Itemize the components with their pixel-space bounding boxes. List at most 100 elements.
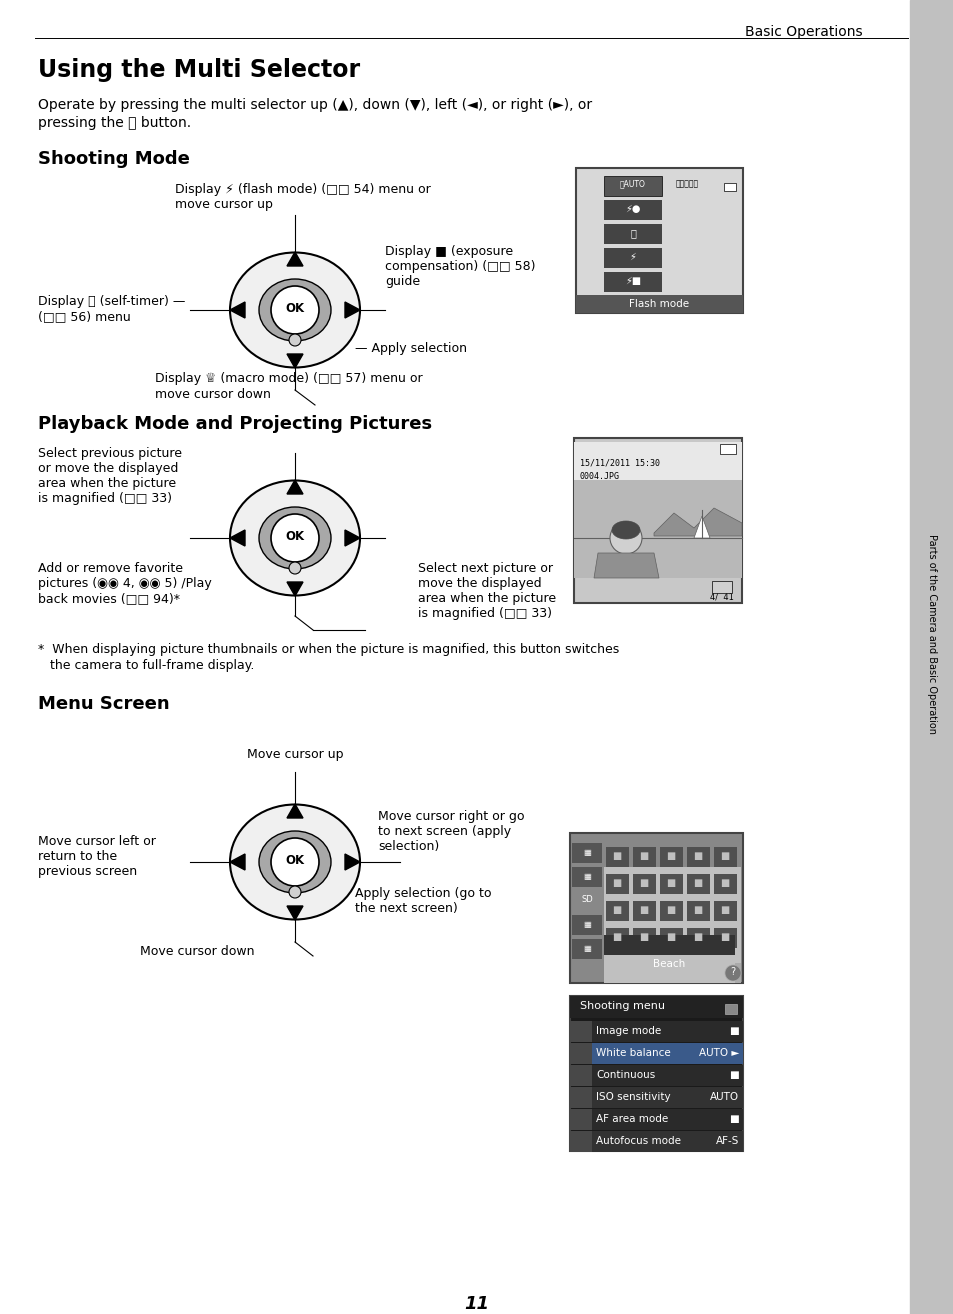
Polygon shape bbox=[345, 302, 359, 318]
Text: ■: ■ bbox=[639, 932, 648, 942]
Text: area when the picture: area when the picture bbox=[38, 477, 176, 490]
Text: ⓁAUTO: ⓁAUTO bbox=[619, 180, 645, 188]
Text: Display ■ (exposure: Display ■ (exposure bbox=[385, 244, 513, 258]
Ellipse shape bbox=[258, 279, 331, 342]
Bar bbox=[578, 172, 740, 196]
Text: (□□ 56) menu: (□□ 56) menu bbox=[38, 310, 131, 323]
Bar bbox=[713, 874, 737, 894]
Polygon shape bbox=[230, 854, 245, 870]
Text: ■: ■ bbox=[728, 1114, 739, 1123]
Text: AF-S: AF-S bbox=[715, 1137, 739, 1146]
Bar bbox=[569, 1087, 742, 1108]
Ellipse shape bbox=[230, 481, 359, 595]
Text: ■: ■ bbox=[693, 851, 702, 861]
Bar bbox=[605, 848, 628, 867]
Text: 4/  41: 4/ 41 bbox=[709, 593, 733, 602]
Bar bbox=[569, 1043, 592, 1064]
Bar bbox=[603, 272, 661, 292]
Text: selection): selection) bbox=[377, 840, 438, 853]
Polygon shape bbox=[345, 854, 359, 870]
Text: SD: SD bbox=[580, 896, 592, 904]
Bar bbox=[734, 963, 740, 983]
Text: or move the displayed: or move the displayed bbox=[38, 463, 178, 474]
Text: OK: OK bbox=[285, 302, 304, 315]
Text: Select previous picture: Select previous picture bbox=[38, 447, 182, 460]
Bar bbox=[605, 901, 628, 921]
Bar bbox=[572, 867, 601, 887]
Bar bbox=[713, 928, 737, 947]
Text: Flash mode: Flash mode bbox=[628, 300, 688, 309]
Text: ■: ■ bbox=[612, 905, 621, 915]
Text: Move cursor down: Move cursor down bbox=[139, 945, 254, 958]
Text: Autofocus mode: Autofocus mode bbox=[596, 1137, 680, 1146]
Polygon shape bbox=[287, 905, 303, 920]
Bar bbox=[633, 874, 656, 894]
Text: Continuous: Continuous bbox=[596, 1070, 655, 1080]
Bar bbox=[569, 996, 742, 1151]
Text: Using the Multi Selector: Using the Multi Selector bbox=[38, 58, 359, 81]
Ellipse shape bbox=[230, 804, 359, 920]
Text: ■: ■ bbox=[693, 878, 702, 888]
Text: to next screen (apply: to next screen (apply bbox=[377, 825, 511, 838]
Text: the next screen): the next screen) bbox=[355, 901, 457, 915]
Ellipse shape bbox=[230, 252, 359, 368]
Circle shape bbox=[609, 522, 641, 555]
Bar bbox=[686, 901, 709, 921]
Bar bbox=[569, 1131, 742, 1152]
Text: previous screen: previous screen bbox=[38, 865, 137, 878]
Text: is magnified (□□ 33): is magnified (□□ 33) bbox=[38, 491, 172, 505]
Text: ■: ■ bbox=[720, 851, 729, 861]
Text: ■: ■ bbox=[728, 1070, 739, 1080]
Text: ■: ■ bbox=[666, 932, 675, 942]
Text: is magnified (□□ 33): is magnified (□□ 33) bbox=[417, 607, 552, 620]
Bar bbox=[686, 928, 709, 947]
Bar bbox=[633, 901, 656, 921]
Bar bbox=[603, 176, 661, 196]
Text: ■: ■ bbox=[639, 905, 648, 915]
Text: Operate by pressing the multi selector up (▲), down (▼), left (◄), or right (►),: Operate by pressing the multi selector u… bbox=[38, 99, 592, 112]
Bar bbox=[633, 928, 656, 947]
Circle shape bbox=[271, 838, 318, 886]
Text: area when the picture: area when the picture bbox=[417, 593, 556, 604]
Text: 15/11/2011 15:30: 15/11/2011 15:30 bbox=[579, 459, 659, 466]
Bar bbox=[724, 1004, 737, 1014]
Bar bbox=[659, 848, 682, 867]
Text: Basic Operations: Basic Operations bbox=[744, 25, 862, 39]
Text: return to the: return to the bbox=[38, 850, 117, 863]
Text: Move cursor left or: Move cursor left or bbox=[38, 834, 155, 848]
Bar bbox=[603, 867, 740, 983]
Bar bbox=[569, 1066, 742, 1085]
Bar bbox=[723, 183, 735, 191]
Ellipse shape bbox=[612, 520, 639, 539]
Circle shape bbox=[724, 964, 740, 982]
Text: Display ⚡ (flash mode) (□□ 54) menu or: Display ⚡ (flash mode) (□□ 54) menu or bbox=[174, 183, 431, 196]
Text: ■: ■ bbox=[639, 851, 648, 861]
Text: the camera to full-frame display.: the camera to full-frame display. bbox=[38, 660, 254, 671]
Polygon shape bbox=[654, 509, 741, 536]
Circle shape bbox=[289, 334, 301, 346]
Text: ISO sensitivity: ISO sensitivity bbox=[596, 1092, 670, 1102]
Text: Parts of the Camera and Basic Operation: Parts of the Camera and Basic Operation bbox=[926, 533, 936, 735]
Text: Move cursor up: Move cursor up bbox=[247, 748, 343, 761]
Bar bbox=[603, 936, 734, 955]
Bar bbox=[569, 996, 742, 1018]
Text: ■: ■ bbox=[720, 932, 729, 942]
Text: guide: guide bbox=[385, 275, 419, 288]
Text: — Apply selection: — Apply selection bbox=[355, 342, 467, 355]
Text: ■: ■ bbox=[693, 905, 702, 915]
Text: ⓂⓂⓂⓂⓂ: ⓂⓂⓂⓂⓂ bbox=[676, 180, 699, 188]
Text: ⚡: ⚡ bbox=[629, 252, 636, 261]
Circle shape bbox=[289, 886, 301, 897]
Bar bbox=[569, 1087, 592, 1108]
Polygon shape bbox=[287, 353, 303, 368]
Text: Menu Screen: Menu Screen bbox=[38, 695, 170, 714]
Bar bbox=[572, 940, 601, 959]
Bar bbox=[720, 444, 735, 455]
Bar bbox=[603, 200, 661, 219]
Bar bbox=[686, 874, 709, 894]
Bar bbox=[572, 844, 601, 863]
Text: 0004.JPG: 0004.JPG bbox=[579, 472, 619, 481]
Text: Image mode: Image mode bbox=[596, 1026, 660, 1035]
Polygon shape bbox=[230, 530, 245, 547]
Bar bbox=[569, 1109, 742, 1130]
